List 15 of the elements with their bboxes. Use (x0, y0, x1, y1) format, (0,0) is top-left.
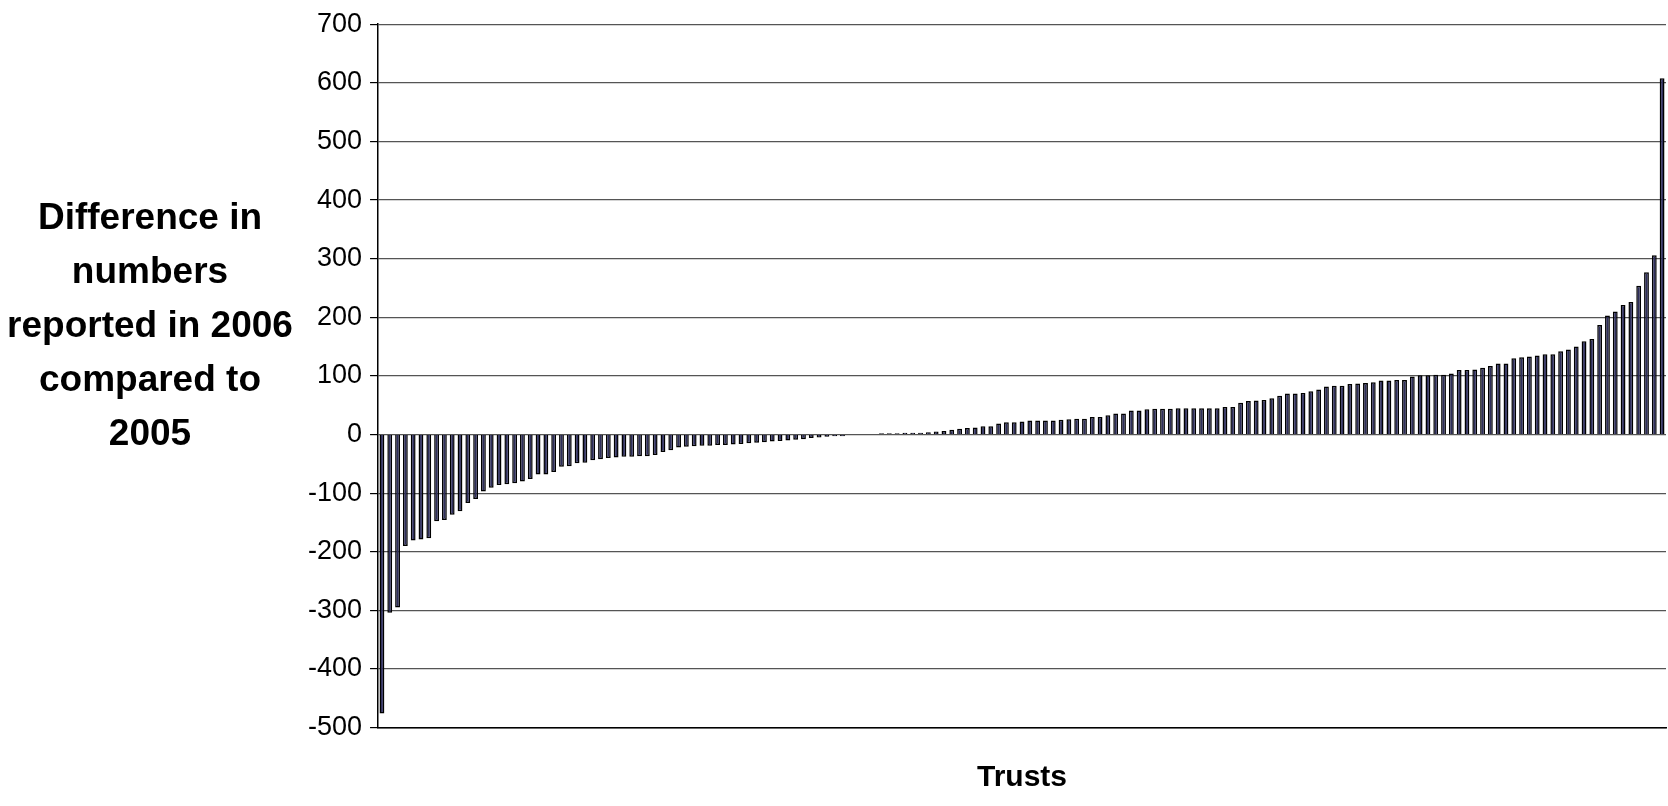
y-tick-label: -500 (307, 711, 363, 742)
y-tick-label: 700 (316, 7, 363, 38)
y-axis-title: Difference in numbers reported in 2006 compared to 2005 (6, 195, 294, 455)
y-tick-label: -200 (307, 535, 363, 566)
y-tick-label: 0 (347, 417, 363, 448)
y-tick-label: 600 (316, 66, 363, 97)
x-axis-title: Trusts (977, 759, 1068, 793)
y-tick-label: -300 (307, 593, 363, 624)
y-tick-label: 200 (316, 300, 363, 331)
y-tick-label: -400 (307, 652, 363, 683)
y-tick-label: 100 (316, 359, 363, 390)
y-tick-label: 300 (316, 242, 363, 273)
y-tick-label: 500 (316, 124, 363, 155)
y-tick-label: 400 (316, 183, 363, 214)
y-tick-label: -100 (307, 476, 363, 507)
